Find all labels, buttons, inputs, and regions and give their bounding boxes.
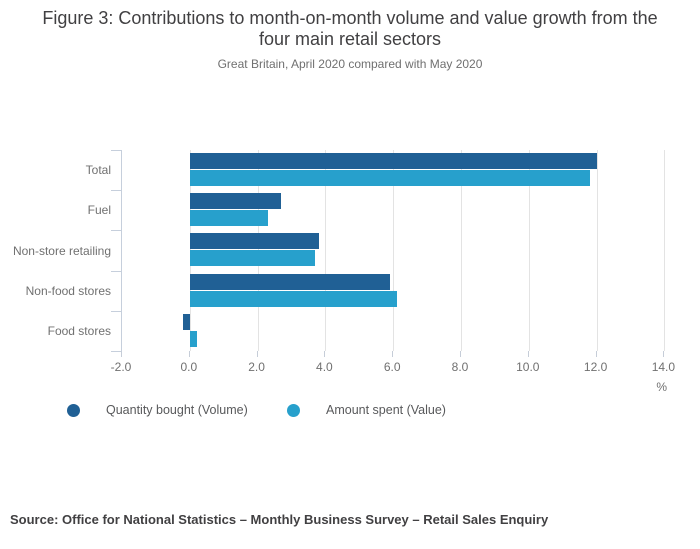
legend-item-volume[interactable]: Quantity bought (Volume)	[67, 403, 248, 417]
bar-volume-food-stores	[183, 313, 190, 330]
x-axis-tick-label: -2.0	[110, 360, 132, 374]
source-note: Source: Office for National Statistics –…	[10, 512, 549, 527]
y-axis-tick	[111, 230, 121, 232]
y-axis-tick	[111, 351, 121, 352]
x-axis-tick-label: 12.0	[583, 360, 608, 374]
x-axis-unit-label: %	[656, 380, 667, 394]
chart-subtitle: Great Britain, April 2020 compared with …	[217, 57, 483, 71]
y-axis-tick	[111, 310, 121, 312]
x-axis-tick	[256, 351, 258, 357]
x-axis-tick	[188, 351, 190, 357]
bar-volume-non-food-stores	[189, 273, 390, 290]
x-axis-tick	[460, 351, 461, 357]
x-axis-tick-label: 10.0	[516, 360, 540, 374]
x-axis-tick-label: 4.0	[316, 360, 333, 374]
gridline-x-14	[664, 150, 666, 351]
y-axis-tick	[111, 150, 121, 151]
volume-series-swatch-icon	[67, 403, 80, 417]
category-label-total: Total	[85, 163, 111, 178]
gridline-x-4	[325, 150, 327, 351]
bar-value-fuel	[189, 210, 268, 227]
category-label-non-store-retailing: Non-store retailing	[12, 243, 111, 258]
bar-volume-fuel	[189, 193, 282, 210]
gridline-x-12	[596, 150, 598, 351]
category-label-food-stores: Food stores	[47, 323, 111, 338]
legend-label-value: Amount spent (Value)	[326, 403, 446, 417]
x-axis-tick-label: 2.0	[248, 360, 265, 374]
x-axis-tick-label: 8.0	[451, 360, 469, 374]
y-axis-tick	[111, 190, 121, 192]
bar-volume-total	[189, 153, 597, 169]
x-axis-tick-label: 14.0	[651, 360, 676, 374]
x-axis-tick	[595, 351, 597, 357]
chart-title-text: Figure 3: Contributions to month-on-mont…	[42, 8, 658, 49]
x-axis-tick-label: 0.0	[180, 360, 198, 374]
bar-value-food-stores	[189, 330, 197, 347]
gridline-x-10	[528, 150, 530, 351]
y-axis-tick	[111, 270, 121, 272]
chart-title: Figure 3: Contributions to month-on-mont…	[30, 8, 670, 50]
x-axis-tick	[527, 351, 529, 357]
bar-volume-non-store-retailing	[189, 233, 319, 250]
gridline-x-6	[393, 150, 395, 351]
legend-label-volume: Quantity bought (Volume)	[106, 403, 248, 417]
x-axis-tick	[392, 351, 394, 357]
x-axis-tick	[121, 351, 122, 357]
bar-value-total	[189, 170, 590, 186]
x-axis-tick-label: 6.0	[383, 360, 401, 374]
value-series-swatch-icon	[287, 403, 300, 417]
category-label-non-food-stores: Non-food stores	[25, 283, 111, 298]
gridline-x-8	[461, 150, 462, 351]
category-label-fuel: Fuel	[87, 203, 111, 218]
bar-value-non-food-stores	[189, 290, 397, 307]
plot-area	[121, 150, 682, 351]
legend-item-value[interactable]: Amount spent (Value)	[287, 403, 446, 417]
x-axis-tick	[324, 351, 326, 357]
legend: Quantity bought (Volume) Amount spent (V…	[0, 403, 700, 419]
bar-value-non-store-retailing	[189, 250, 316, 267]
x-axis-tick	[663, 351, 665, 357]
